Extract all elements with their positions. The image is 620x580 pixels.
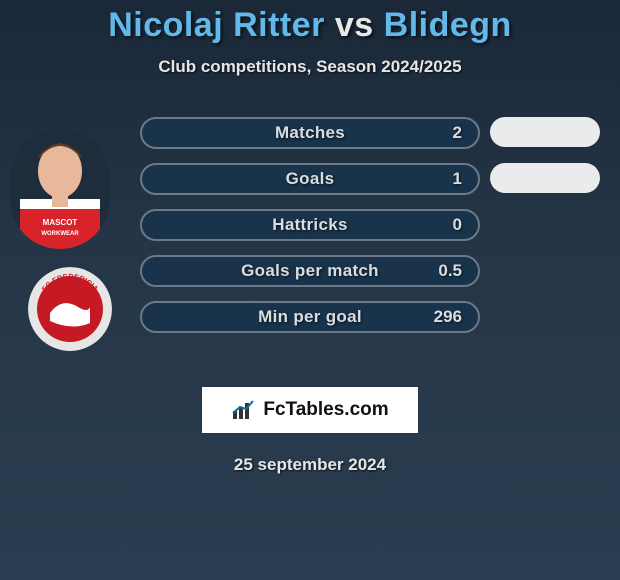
- right-pill: [490, 163, 600, 193]
- footer-date: 25 september 2024: [0, 455, 620, 475]
- subtitle: Club competitions, Season 2024/2025: [0, 57, 620, 77]
- sponsor-line2: WORKWEAR: [41, 231, 79, 237]
- watermark-icon: [231, 399, 257, 421]
- stat-row: Min per goal 296: [140, 301, 480, 333]
- right-pill-column: [490, 117, 600, 209]
- stat-label: Goals: [286, 169, 335, 189]
- watermark: FcTables.com: [202, 387, 418, 433]
- comparison-card: Nicolaj Ritter vs Blidegn Club competiti…: [0, 0, 620, 580]
- stat-bar: Matches 2: [140, 117, 480, 149]
- stat-value: 0: [453, 215, 462, 235]
- stat-bar: Hattricks 0: [140, 209, 480, 241]
- title-player1: Nicolaj Ritter: [108, 6, 325, 44]
- stat-value: 296: [434, 307, 462, 327]
- stats-area: MASCOT WORKWEAR FC FREDERICIA Matches 2: [0, 117, 620, 367]
- stat-label: Goals per match: [241, 261, 379, 281]
- right-pill: [490, 117, 600, 147]
- stat-row: Matches 2: [140, 117, 480, 149]
- stat-value: 0.5: [438, 261, 462, 281]
- neck: [52, 193, 68, 207]
- watermark-text: FcTables.com: [263, 399, 388, 421]
- badge-svg: FC FREDERICIA: [28, 267, 112, 351]
- stat-label: Hattricks: [272, 215, 347, 235]
- stat-label: Matches: [275, 123, 345, 143]
- stat-label: Min per goal: [258, 307, 362, 327]
- sponsor-line1: MASCOT: [43, 218, 78, 227]
- club-badge: FC FREDERICIA: [28, 267, 112, 351]
- stat-bar: Goals 1: [140, 163, 480, 195]
- stat-row: Goals 1: [140, 163, 480, 195]
- title-player2: Blidegn: [384, 6, 512, 44]
- avatar-svg: MASCOT WORKWEAR: [10, 129, 110, 249]
- stat-bars: Matches 2 Goals 1 Hattricks 0 Goals per …: [140, 117, 480, 347]
- title-vs: vs: [335, 6, 374, 44]
- page-title: Nicolaj Ritter vs Blidegn: [0, 6, 620, 45]
- stat-row: Hattricks 0: [140, 209, 480, 241]
- stat-row: Goals per match 0.5: [140, 255, 480, 287]
- player-avatar: MASCOT WORKWEAR: [10, 129, 110, 249]
- stat-bar: Min per goal 296: [140, 301, 480, 333]
- stat-value: 1: [453, 169, 462, 189]
- stat-value: 2: [453, 123, 462, 143]
- stat-bar: Goals per match 0.5: [140, 255, 480, 287]
